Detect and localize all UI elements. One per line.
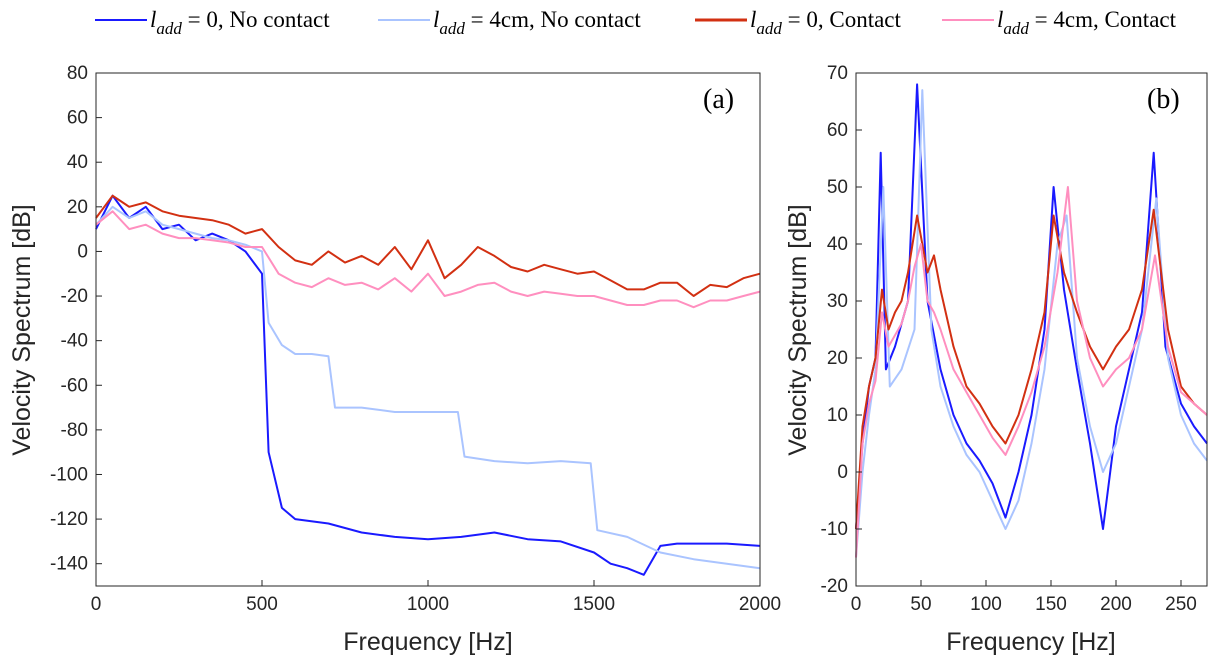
series-line-a-0 <box>95 194 761 576</box>
x-tick-label-b-5: 250 <box>1165 594 1197 615</box>
panel-a: 0 500 1000 1500 2000 80 60 40 20 0 -20 -40 -60 -80 -10… <box>8 63 781 656</box>
y-tick-label-b-8: -10 <box>821 519 848 540</box>
ticks-a: 0 500 1000 1500 2000 80 60 40 20 0 -20 -40 -60 -80 -10… <box>50 63 781 615</box>
y-tick-label-b-5: 20 <box>827 348 848 369</box>
x-tick-label-b-4: 200 <box>1100 594 1132 615</box>
series-line-b-1 <box>855 89 1208 558</box>
y-tick-label-a-8: -80 <box>61 420 88 441</box>
legend-sub-0: add <box>156 19 182 38</box>
y-tick-label-a-9: -100 <box>50 464 88 485</box>
legend-var-2: l <box>750 7 756 32</box>
legend-item-1: ladd = 4cm, No contact <box>378 7 641 38</box>
series-line-a-2 <box>95 194 761 297</box>
legend-sub-3: add <box>1003 19 1029 38</box>
series-line-b-0 <box>855 83 1208 530</box>
panel-label-a: (a) <box>703 84 734 115</box>
axes-box-b <box>855 72 1208 587</box>
y-tick-label-b-0: 70 <box>827 63 848 84</box>
x-tick-label-a-0: 0 <box>91 594 102 615</box>
y-tick-label-b-9: -20 <box>821 576 848 597</box>
y-tick-label-a-0: 80 <box>67 63 88 84</box>
legend-label-0: = 0, No contact <box>182 7 330 32</box>
legend-label-3: = 4cm, Contact <box>1029 7 1177 32</box>
y-axis-label-a: Velocity Spectrum [dB] <box>8 204 36 456</box>
axes-box-a <box>95 72 761 587</box>
series-line-a-3 <box>95 210 761 309</box>
legend: ladd = 0, No contact ladd = 4cm, No cont… <box>95 7 1177 38</box>
legend-item-3: ladd = 4cm, Contact <box>942 7 1177 38</box>
legend-var-0: l <box>150 7 156 32</box>
legend-item-2: ladd = 0, Contact <box>695 7 902 38</box>
legend-sub-2: add <box>756 19 782 38</box>
plot-area-b <box>855 83 1208 558</box>
y-tick-label-a-7: -60 <box>61 375 88 396</box>
y-tick-label-b-6: 10 <box>827 405 848 426</box>
svg-text:ladd = 0, No contact: ladd = 0, No contact <box>150 7 330 38</box>
x-tick-label-a-4: 2000 <box>739 594 781 615</box>
x-tick-label-b-2: 100 <box>970 594 1002 615</box>
panel-label-b: (b) <box>1147 84 1180 115</box>
series-line-a-1 <box>95 205 761 570</box>
y-tick-label-b-4: 30 <box>827 291 848 312</box>
y-tick-label-b-2: 50 <box>827 177 848 198</box>
y-tick-label-a-5: -20 <box>61 286 88 307</box>
x-tick-label-a-3: 1500 <box>573 594 615 615</box>
x-tick-label-b-0: 0 <box>851 594 862 615</box>
legend-label-2: = 0, Contact <box>782 7 902 32</box>
y-tick-label-a-2: 40 <box>67 152 88 173</box>
series-line-b-2 <box>855 208 1208 530</box>
y-tick-label-a-6: -40 <box>61 331 88 352</box>
y-tick-label-a-10: -120 <box>50 509 88 530</box>
series-line-b-3 <box>855 186 1208 558</box>
x-tick-label-a-2: 1000 <box>407 594 449 615</box>
x-axis-label-a: Frequency [Hz] <box>343 628 513 656</box>
x-tick-label-b-3: 150 <box>1035 594 1067 615</box>
legend-var-3: l <box>997 7 1003 32</box>
y-tick-label-b-7: 0 <box>837 462 848 483</box>
plot-area-a <box>95 194 761 576</box>
x-tick-label-b-1: 50 <box>910 594 931 615</box>
y-tick-label-b-1: 60 <box>827 120 848 141</box>
legend-label-1: = 4cm, No contact <box>465 7 641 32</box>
y-tick-label-a-4: 0 <box>77 241 88 262</box>
y-axis-label-b: Velocity Spectrum [dB] <box>784 204 812 456</box>
y-tick-label-a-1: 60 <box>67 108 88 129</box>
x-tick-label-a-1: 500 <box>246 594 278 615</box>
svg-text:ladd = 4cm, No contact: ladd = 4cm, No contact <box>433 7 641 38</box>
y-tick-label-a-3: 20 <box>67 197 88 218</box>
y-tick-label-a-11: -140 <box>50 554 88 575</box>
y-tick-label-b-3: 40 <box>827 234 848 255</box>
legend-sub-1: add <box>439 19 465 38</box>
legend-var-1: l <box>433 7 439 32</box>
legend-item-0: ladd = 0, No contact <box>95 7 330 38</box>
svg-text:ladd = 0, Contact: ladd = 0, Contact <box>750 7 902 38</box>
x-axis-label-b: Frequency [Hz] <box>946 628 1116 656</box>
svg-text:ladd = 4cm, Contact: ladd = 4cm, Contact <box>997 7 1177 38</box>
